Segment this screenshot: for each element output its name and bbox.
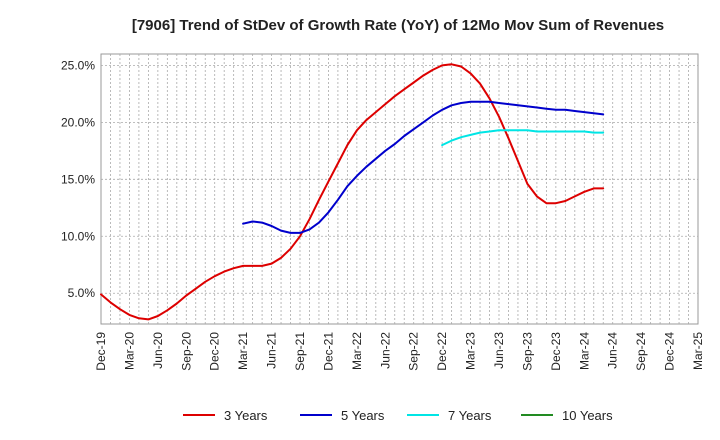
x-tick-label: Dec-21: [321, 332, 335, 371]
plot-area: [100, 53, 699, 325]
x-tick-label: Mar-22: [350, 332, 364, 370]
series-line-3-years: [100, 63, 605, 321]
x-tick-label: Mar-24: [577, 332, 591, 370]
series-line-7-years: [441, 129, 605, 147]
y-tick-label: 25.0%: [61, 58, 95, 72]
x-tick-label: Dec-23: [549, 332, 563, 371]
x-tick-label: Dec-22: [435, 332, 449, 371]
legend-label-5-years: 5 Years: [341, 408, 385, 423]
x-tick-label: Dec-19: [94, 332, 108, 371]
x-tick-label: Mar-25: [691, 332, 705, 370]
legend-label-3-years: 3 Years: [224, 408, 268, 423]
x-axis-tick-labels: Dec-19 Mar-20 Jun-20 Sep-20 Dec-20 Mar-21 Jun-…: [94, 332, 705, 371]
y-tick-label: 15.0%: [61, 172, 95, 186]
x-tick-label: Dec-24: [663, 332, 677, 371]
series-line-5-years: [242, 100, 605, 234]
x-tick-label: Mar-23: [464, 332, 478, 370]
horizontal-gridlines: [101, 64, 698, 294]
x-tick-label: Mar-21: [236, 332, 250, 370]
x-tick-label: Sep-20: [179, 332, 193, 371]
vertical-gridlines: [110, 54, 689, 324]
x-tick-label: Sep-24: [634, 332, 648, 371]
y-tick-label: 10.0%: [61, 229, 95, 243]
x-tick-label: Jun-23: [492, 332, 506, 369]
x-tick-label: Sep-21: [293, 332, 307, 371]
y-axis-tick-labels: 5.0% 10.0% 15.0% 20.0% 25.0%: [61, 58, 95, 300]
y-tick-label: 20.0%: [61, 115, 95, 129]
x-tick-label: Sep-22: [407, 332, 421, 371]
series-lines: [100, 63, 605, 321]
x-tick-label: Jun-24: [606, 332, 620, 369]
x-tick-label: Jun-20: [151, 332, 165, 369]
x-tick-label: Jun-22: [378, 332, 392, 369]
x-tick-label: Mar-20: [122, 332, 136, 370]
legend-label-7-years: 7 Years: [448, 408, 492, 423]
x-tick-label: Dec-20: [208, 332, 222, 371]
legend-label-10-years: 10 Years: [562, 408, 613, 423]
y-tick-label: 5.0%: [68, 286, 96, 300]
x-tick-label: Sep-23: [520, 332, 534, 371]
chart-title: [7906] Trend of StDev of Growth Rate (Yo…: [132, 17, 664, 34]
legend: 3 Years 5 Years 7 Years 10 Years: [183, 408, 613, 423]
x-tick-label: Jun-21: [265, 332, 279, 369]
